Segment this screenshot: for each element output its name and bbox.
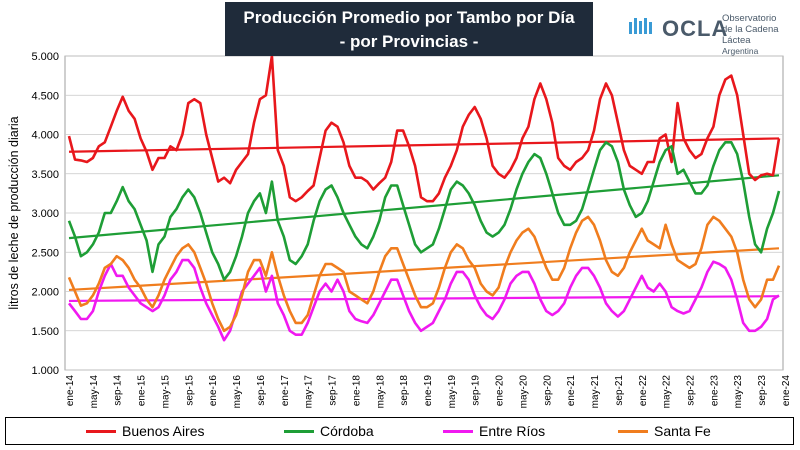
ocla-logo: OCLA Observatorio de la Cadena Láctea Ar… [628,12,798,56]
series-line-0 [67,54,781,203]
y-tick-label: 2.500 [31,247,59,259]
legend-label: Santa Fe [654,423,711,439]
x-tick-label: may-19 [447,375,458,409]
x-tick-label: sep-20 [542,375,553,406]
legend-swatch [618,429,648,433]
x-tick-label: may-14 [89,375,100,409]
logo-subtitle-line1: Observatorio [722,13,777,24]
trend-line-2 [68,295,780,303]
trend-line-1 [68,174,780,240]
series-line-3 [67,215,781,333]
x-tick-label: ene-24 [781,375,792,407]
y-tick-label: 4.000 [31,130,59,142]
legend-item-cordoba: Córdoba [284,422,374,440]
legend-label: Buenos Aires [122,423,205,439]
trend-lines [68,137,780,303]
x-tick-label: ene-22 [638,375,649,407]
y-tick-label: 3.500 [31,169,59,181]
x-tick-label: ene-20 [495,375,506,407]
y-axis-ticks: 1.000 1.500 2.000 2.500 3.000 3.500 4.000 4.500… [31,51,59,377]
x-tick-label: may-18 [375,375,386,409]
ocla-logo-word: OCLA [662,16,729,41]
x-tick-label: ene-21 [566,375,577,407]
trend-line-3 [68,247,780,292]
x-tick-label: may-15 [160,375,171,409]
ocla-logo-icon [629,18,652,34]
legend-item-buenos-aires: Buenos Aires [86,422,205,440]
logo-subtitle-line3: Argentina [722,46,759,56]
x-tick-label: may-17 [304,375,315,409]
legend-swatch [86,429,116,433]
x-axis-ticks: ene-14 may-14 sep-14 ene-15 may-15 sep-15 ene-… [65,375,792,409]
y-tick-label: 5.000 [31,51,59,63]
y-tick-label: 3.000 [31,208,59,220]
x-tick-label: sep-23 [757,375,768,406]
x-tick-label: sep-21 [614,375,625,406]
logo-subtitle-line2: de la Cadena Láctea [722,24,779,46]
y-tick-label: 1.500 [31,326,59,338]
x-tick-label: sep-16 [256,375,267,406]
x-tick-label: ene-19 [423,375,434,407]
y-tick-label: 4.500 [31,90,59,102]
x-tick-label: ene-18 [351,375,362,407]
x-tick-label: ene-14 [65,375,76,407]
x-tick-label: sep-19 [471,375,482,406]
x-tick-label: sep-14 [113,375,124,406]
x-tick-label: sep-17 [328,375,339,406]
x-tick-label: ene-15 [137,375,148,407]
series-line-1 [67,141,781,282]
legend-swatch [443,429,473,433]
chart-title-box: Producción Promedio por Tambo por Día - … [225,2,593,56]
y-axis-label: litros de leche de producción diaria [7,116,21,309]
x-tick-label: may-21 [590,375,601,409]
x-tick-label: sep-22 [686,375,697,406]
legend-item-santa-fe: Santa Fe [618,422,711,440]
series-lines [67,54,781,342]
x-tick-label: ene-17 [280,375,291,407]
legend-item-entre-rios: Entre Ríos [443,422,545,440]
x-tick-label: sep-18 [399,375,410,406]
ocla-logo-subtitle: Observatorio de la Cadena Láctea Argenti… [722,13,798,57]
x-tick-label: may-20 [518,375,529,409]
trend-line-0 [68,137,780,153]
y-tick-label: 1.000 [31,365,59,377]
series-line-2 [67,258,780,342]
x-tick-label: ene-23 [709,375,720,407]
chart-title-line1: Producción Promedio por Tambo por Día [243,8,575,27]
legend-label: Córdoba [320,423,374,439]
legend-label: Entre Ríos [479,423,546,439]
x-tick-label: ene-16 [208,375,219,407]
x-tick-label: may-22 [662,375,673,409]
x-tick-label: may-16 [232,375,243,409]
x-tick-label: may-23 [733,375,744,409]
y-tick-label: 2.000 [31,287,59,299]
legend-swatch [284,429,314,433]
x-tick-label: sep-15 [184,375,195,406]
chart-title-line2: - por Provincias - [339,32,479,51]
chart-legend: Buenos Aires Córdoba Entre Ríos Santa Fe [5,417,794,445]
